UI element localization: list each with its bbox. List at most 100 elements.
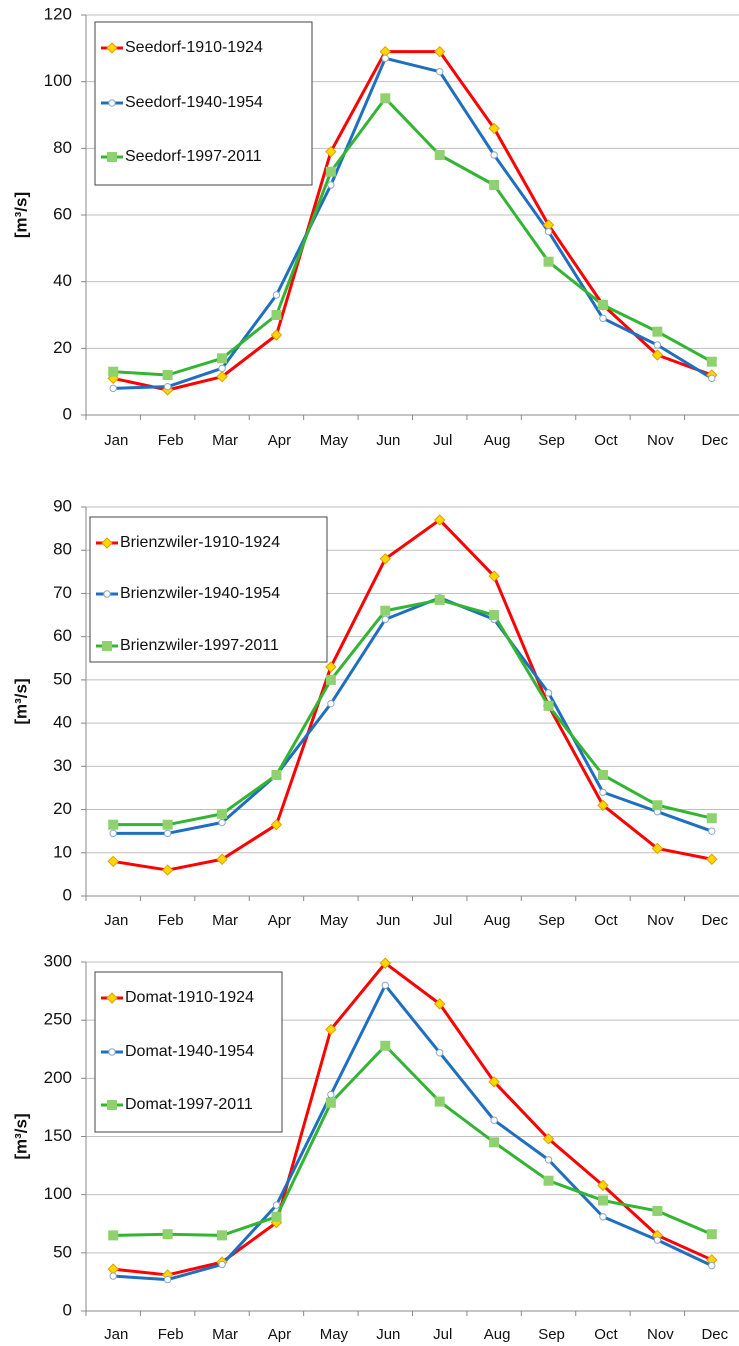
- marker: [706, 1229, 717, 1240]
- y-tick-label: 20: [53, 799, 72, 818]
- x-tick-label: Sep: [538, 1326, 565, 1343]
- y-tick-label: 0: [63, 885, 72, 904]
- legend-label: Domat-1997-2011: [125, 1096, 253, 1113]
- series-line: [113, 596, 713, 835]
- marker: [597, 769, 608, 780]
- marker: [163, 382, 172, 391]
- marker: [381, 615, 389, 624]
- marker: [380, 93, 391, 104]
- x-tick-label: Oct: [594, 912, 618, 929]
- marker: [652, 1205, 663, 1216]
- marker: [597, 1195, 608, 1206]
- marker: [218, 1260, 226, 1269]
- y-tick-label: 50: [53, 1242, 72, 1261]
- y-tick-label: 60: [53, 204, 72, 223]
- x-tick-label: Jan: [104, 432, 128, 449]
- marker: [218, 364, 226, 373]
- marker: [216, 853, 228, 865]
- x-tick-label: Jan: [104, 912, 128, 929]
- x-tick-label: Mar: [212, 912, 238, 929]
- marker: [271, 310, 282, 320]
- marker: [380, 1040, 391, 1051]
- y-tick-label: 60: [53, 626, 72, 645]
- marker: [106, 42, 118, 54]
- marker: [109, 1272, 117, 1280]
- x-tick-label: Nov: [647, 1326, 674, 1343]
- series-line: [113, 961, 713, 1277]
- marker: [706, 813, 717, 824]
- marker: [652, 326, 663, 337]
- marker: [163, 1275, 172, 1284]
- y-tick-label: 150: [44, 1126, 72, 1145]
- legend-label: Seedorf-1910-1924: [125, 39, 263, 56]
- x-tick-label: Jul: [433, 912, 452, 929]
- marker: [490, 151, 498, 159]
- y-tick-label: 80: [53, 138, 72, 157]
- marker: [217, 808, 228, 819]
- marker: [102, 641, 112, 651]
- x-tick-label: May: [320, 432, 349, 449]
- marker: [380, 605, 391, 616]
- marker: [543, 1175, 554, 1186]
- y-tick-label: 40: [53, 713, 72, 732]
- x-tick-label: May: [320, 912, 349, 929]
- y-tick-label: 200: [44, 1068, 72, 1087]
- y-tick-label: 10: [53, 842, 72, 861]
- marker: [217, 353, 228, 364]
- marker: [272, 1201, 281, 1209]
- x-tick-label: Oct: [594, 1326, 618, 1343]
- legend-label: Brienzwiler-1910-1924: [120, 534, 280, 551]
- marker: [272, 291, 281, 299]
- marker: [325, 1097, 336, 1108]
- legend-label: Seedorf-1997-2011: [125, 148, 262, 165]
- y-tick-label: 50: [53, 669, 72, 688]
- marker: [327, 699, 335, 708]
- marker: [106, 992, 118, 1004]
- marker: [327, 1090, 335, 1099]
- legend: [89, 516, 328, 663]
- marker: [434, 514, 446, 526]
- x-tick-label: Feb: [158, 1326, 184, 1343]
- marker: [379, 553, 391, 565]
- x-tick-label: Dec: [701, 432, 728, 449]
- marker: [434, 998, 446, 1010]
- marker: [544, 227, 553, 236]
- marker: [706, 356, 717, 367]
- marker: [490, 1116, 498, 1124]
- marker: [434, 150, 445, 160]
- y-tick-label: 90: [53, 496, 72, 515]
- x-tick-label: May: [320, 1326, 349, 1343]
- marker: [651, 349, 664, 361]
- marker: [436, 1049, 444, 1057]
- x-tick-label: Sep: [538, 912, 565, 929]
- x-tick-label: Sep: [538, 432, 565, 449]
- marker: [163, 829, 172, 838]
- marker: [217, 1230, 228, 1241]
- marker: [103, 590, 111, 598]
- marker: [708, 827, 716, 835]
- marker: [325, 661, 337, 673]
- x-tick-label: Oct: [594, 432, 618, 449]
- marker: [379, 957, 391, 969]
- series-line: [113, 56, 713, 390]
- y-axis-label: [m³/s]: [11, 1113, 30, 1159]
- y-tick-label: 20: [53, 338, 72, 357]
- y-tick-label: 120: [44, 4, 72, 23]
- y-tick-label: 300: [44, 951, 72, 970]
- marker: [161, 864, 174, 876]
- x-tick-label: Nov: [647, 432, 674, 449]
- marker: [488, 570, 500, 582]
- marker: [270, 329, 283, 341]
- series-line: [112, 518, 713, 872]
- marker: [107, 152, 117, 162]
- marker: [489, 1137, 500, 1148]
- marker: [108, 1048, 116, 1056]
- x-tick-label: Jul: [433, 432, 452, 449]
- y-tick-label: 0: [63, 404, 72, 423]
- marker: [162, 819, 173, 830]
- series-line: [113, 1044, 713, 1237]
- y-tick-label: 70: [53, 583, 72, 602]
- marker: [218, 818, 226, 827]
- marker: [101, 537, 113, 549]
